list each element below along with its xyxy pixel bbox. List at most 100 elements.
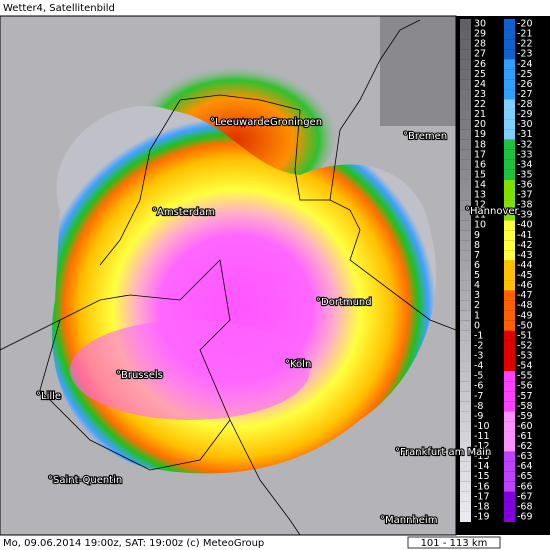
legend-swatch — [504, 391, 515, 402]
legend-label: 23 — [474, 89, 486, 100]
legend-swatch — [460, 501, 471, 512]
legend: 3029282726252423222120191817161514131211… — [460, 19, 533, 522]
legend-swatch — [504, 401, 515, 412]
legend-swatch — [460, 300, 471, 311]
legend-swatch — [460, 310, 471, 321]
legend-label: -6 — [474, 381, 483, 392]
legend-swatch — [460, 270, 471, 281]
legend-label: -24 — [517, 59, 533, 70]
legend-swatch — [504, 361, 515, 372]
legend-label: 26 — [474, 59, 486, 70]
legend-swatch — [504, 109, 515, 120]
legend-swatch — [460, 220, 471, 231]
legend-label: -54 — [517, 361, 533, 372]
legend-swatch — [504, 431, 515, 442]
legend-label: 28 — [474, 39, 486, 50]
legend-label: 20 — [474, 119, 486, 130]
legend-label: 10 — [474, 220, 486, 231]
legend-label: -58 — [517, 401, 533, 412]
legend-label: -52 — [517, 340, 533, 351]
legend-label: 15 — [474, 169, 486, 180]
scale-label: 101 - 113 km — [421, 538, 488, 549]
legend-label: -68 — [517, 501, 533, 512]
legend-swatch — [460, 290, 471, 301]
legend-swatch — [460, 381, 471, 392]
legend-swatch — [504, 350, 515, 362]
city-label: °Mannheim — [380, 515, 437, 526]
legend-swatch — [460, 109, 471, 120]
legend-swatch — [460, 49, 471, 60]
legend-label: 29 — [474, 29, 486, 40]
legend-label: -64 — [517, 461, 533, 472]
legend-label: -62 — [517, 441, 533, 452]
legend-swatch — [460, 19, 471, 30]
legend-label: -3 — [474, 351, 483, 362]
footer: Mo, 09.06.2014 19:00z, SAT: 19:00z (c) M… — [3, 538, 264, 549]
legend-label: 4 — [474, 280, 480, 291]
legend-label: 22 — [474, 99, 486, 110]
legend-swatch — [504, 310, 515, 321]
legend-label: 18 — [474, 139, 486, 150]
city-label: °Köln — [285, 359, 311, 370]
city-label: °Brussels — [116, 370, 163, 381]
legend-label: -25 — [517, 69, 533, 80]
legend-label: 14 — [474, 179, 486, 190]
legend-label: 1 — [474, 310, 480, 321]
legend-swatch — [460, 421, 471, 432]
legend-label: -32 — [517, 139, 533, 150]
legend-label: -46 — [517, 280, 533, 291]
legend-label: -23 — [517, 49, 533, 60]
sea-north — [380, 16, 456, 126]
legend-swatch — [504, 340, 515, 351]
legend-label: -51 — [517, 330, 533, 341]
city-label: °Frankfurt am Main — [395, 447, 491, 458]
legend-swatch — [504, 79, 515, 90]
legend-label: -4 — [474, 361, 483, 372]
legend-swatch — [460, 371, 471, 382]
legend-label: -57 — [517, 391, 533, 402]
legend-swatch — [504, 300, 515, 311]
legend-label: -49 — [517, 310, 533, 321]
legend-label: -7 — [474, 391, 483, 402]
legend-swatch — [504, 441, 515, 452]
legend-swatch — [460, 260, 471, 271]
legend-swatch — [460, 99, 471, 110]
legend-label: 3 — [474, 290, 480, 301]
borders — [0, 19, 457, 536]
scale-box — [407, 536, 501, 549]
legend-label: -34 — [517, 159, 533, 170]
legend-label: 16 — [474, 159, 486, 170]
legend-label: -65 — [517, 471, 533, 482]
legend-label: -40 — [517, 220, 533, 231]
legend-label: 12 — [474, 200, 486, 211]
legend-swatch — [460, 340, 471, 351]
city-label: °Leeuwarden — [210, 117, 276, 128]
legend-label: 17 — [474, 149, 486, 160]
legend-swatch — [460, 129, 471, 140]
legend-label: -28 — [517, 99, 533, 110]
legend-swatch — [504, 451, 515, 462]
legend-label: 0 — [474, 320, 480, 331]
legend-swatch — [460, 179, 471, 191]
legend-panel — [456, 16, 550, 535]
legend-label: -38 — [517, 200, 533, 211]
legend-swatch — [504, 220, 515, 231]
legend-swatch — [504, 139, 515, 150]
legend-label: 25 — [474, 69, 486, 80]
legend-swatch — [504, 471, 515, 482]
legend-label: -39 — [517, 210, 533, 221]
legend-label: -66 — [517, 481, 533, 492]
legend-swatch — [504, 49, 515, 60]
city-label: °Bremen — [403, 131, 447, 142]
legend-label: -56 — [517, 381, 533, 392]
legend-label: 24 — [474, 79, 486, 90]
legend-swatch — [504, 260, 515, 271]
legend-swatch — [460, 210, 471, 221]
legend-swatch — [504, 421, 515, 432]
legend-swatch — [504, 461, 515, 472]
legend-label: -19 — [474, 511, 490, 522]
legend-label: -20 — [517, 19, 533, 30]
legend-label: -27 — [517, 89, 533, 100]
legend-swatch — [504, 99, 515, 110]
